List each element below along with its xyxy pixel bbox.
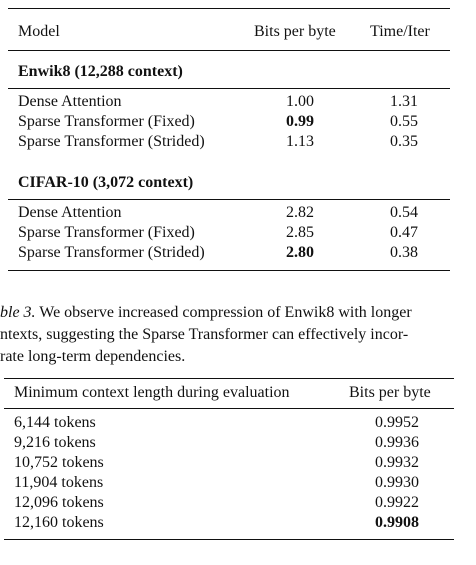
table3-row-model: Sparse Transformer (Fixed) xyxy=(18,113,195,130)
table4-top-rule xyxy=(4,378,454,379)
table4-row-bpb: 0.9932 xyxy=(375,454,419,471)
table4-header-bpb: Bits per byte xyxy=(349,384,431,401)
table4-row-bpb: 0.9922 xyxy=(375,494,419,511)
table4-row-bpb: 0.9908 xyxy=(375,514,419,531)
table4-row-bpb: 0.9930 xyxy=(375,474,419,491)
table3-header-time: Time/Iter xyxy=(370,23,430,40)
table3-row-bpb: 2.85 xyxy=(286,224,314,241)
table3-row-bpb: 2.82 xyxy=(286,204,314,221)
table4-header-rule xyxy=(4,408,454,409)
table3-bottom-rule xyxy=(8,270,450,271)
table4-row-bpb: 0.9952 xyxy=(375,414,419,431)
table3-row-bpb: 1.13 xyxy=(286,133,314,150)
caption-line: orate long-term dependencies. xyxy=(0,348,186,365)
table3-row-model: Sparse Transformer (Strided) xyxy=(18,244,205,261)
caption-line: ontexts, suggesting the Sparse Transform… xyxy=(0,326,409,343)
section-rule-cifar10 xyxy=(8,199,450,200)
table4-row-length: 12,160 tokens xyxy=(14,514,104,531)
table3-top-rule xyxy=(8,8,450,9)
table3-row-time: 0.55 xyxy=(390,113,418,130)
caption-label: able 3. xyxy=(0,304,36,321)
table4-row-length: 12,096 tokens xyxy=(14,494,104,511)
table4-row-length: 9,216 tokens xyxy=(14,434,96,451)
caption-line: able 3. We observe increased compression… xyxy=(0,302,472,324)
table4-bottom-rule xyxy=(4,539,454,540)
table3-row-time: 0.38 xyxy=(390,244,418,261)
table3-header-bpb: Bits per byte xyxy=(254,23,336,40)
table3-row-model: Dense Attention xyxy=(18,93,122,110)
table3-header-model: Model xyxy=(18,23,60,40)
table4-row-length: 10,752 tokens xyxy=(14,454,104,471)
table3-header-rule xyxy=(8,50,450,51)
table3-row-bpb: 2.80 xyxy=(286,244,314,261)
table3-row-time: 0.47 xyxy=(390,224,418,241)
table3-row-model: Dense Attention xyxy=(18,204,122,221)
section-rule-enwik8 xyxy=(8,88,450,89)
section-title-enwik8: Enwik8 (12,288 context) xyxy=(18,63,183,80)
table4-row-length: 6,144 tokens xyxy=(14,414,96,431)
table3-caption: able 3. We observe increased compression… xyxy=(0,302,472,368)
table4-header-length: Minimum context length during evaluation xyxy=(14,384,290,401)
table3-row-model: Sparse Transformer (Strided) xyxy=(18,133,205,150)
table3-row-time: 0.54 xyxy=(390,204,418,221)
table3-row-bpb: 1.00 xyxy=(286,93,314,110)
table4-row-length: 11,904 tokens xyxy=(14,474,104,491)
table3-row-time: 1.31 xyxy=(390,93,418,110)
section-title-cifar10: CIFAR-10 (3,072 context) xyxy=(18,174,194,191)
table3-row-time: 0.35 xyxy=(390,133,418,150)
table3-row-model: Sparse Transformer (Fixed) xyxy=(18,224,195,241)
table4-row-bpb: 0.9936 xyxy=(375,434,419,451)
table3-row-bpb: 0.99 xyxy=(286,113,314,130)
caption-text: We observe increased compression of Enwi… xyxy=(35,304,412,321)
